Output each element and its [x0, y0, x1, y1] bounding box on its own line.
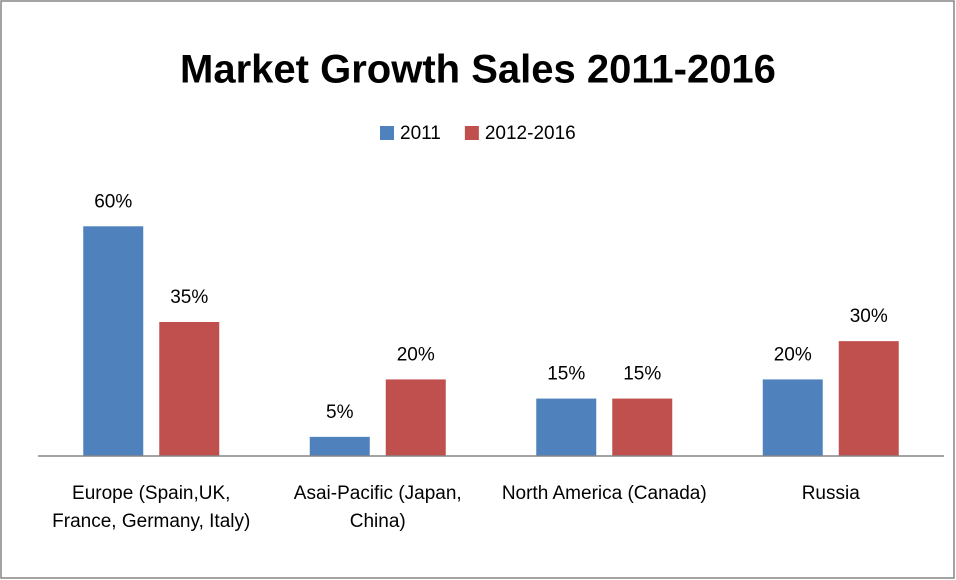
bar [612, 398, 673, 456]
x-tick-label: Asai-Pacific (Japan, China) [293, 483, 462, 532]
data-label: 15% [547, 364, 585, 385]
data-label: 20% [397, 344, 435, 365]
data-label: 20% [774, 344, 812, 365]
data-label: 5% [326, 402, 354, 423]
data-label: 60% [94, 191, 132, 212]
data-label: 35% [170, 287, 208, 308]
bar [385, 379, 446, 456]
chart-title: Market Growth Sales 2011-2016 [180, 48, 776, 92]
x-tick-label: North America (Canada) [501, 483, 707, 504]
x-tick-label: Russia [801, 483, 860, 504]
bar [159, 322, 220, 456]
legend-swatch [380, 126, 394, 140]
data-label: 30% [850, 306, 888, 327]
legend-label: 2012-2016 [485, 123, 576, 144]
bar [536, 398, 597, 456]
bar [838, 341, 899, 456]
legend-swatch [464, 126, 479, 140]
bar [309, 436, 370, 456]
x-tick-label: Europe (Spain,UK, France, Germany, Italy… [52, 483, 251, 532]
bar [762, 379, 823, 456]
legend-label: 2011 [400, 123, 441, 144]
data-label: 15% [623, 364, 661, 385]
bar [83, 226, 144, 456]
